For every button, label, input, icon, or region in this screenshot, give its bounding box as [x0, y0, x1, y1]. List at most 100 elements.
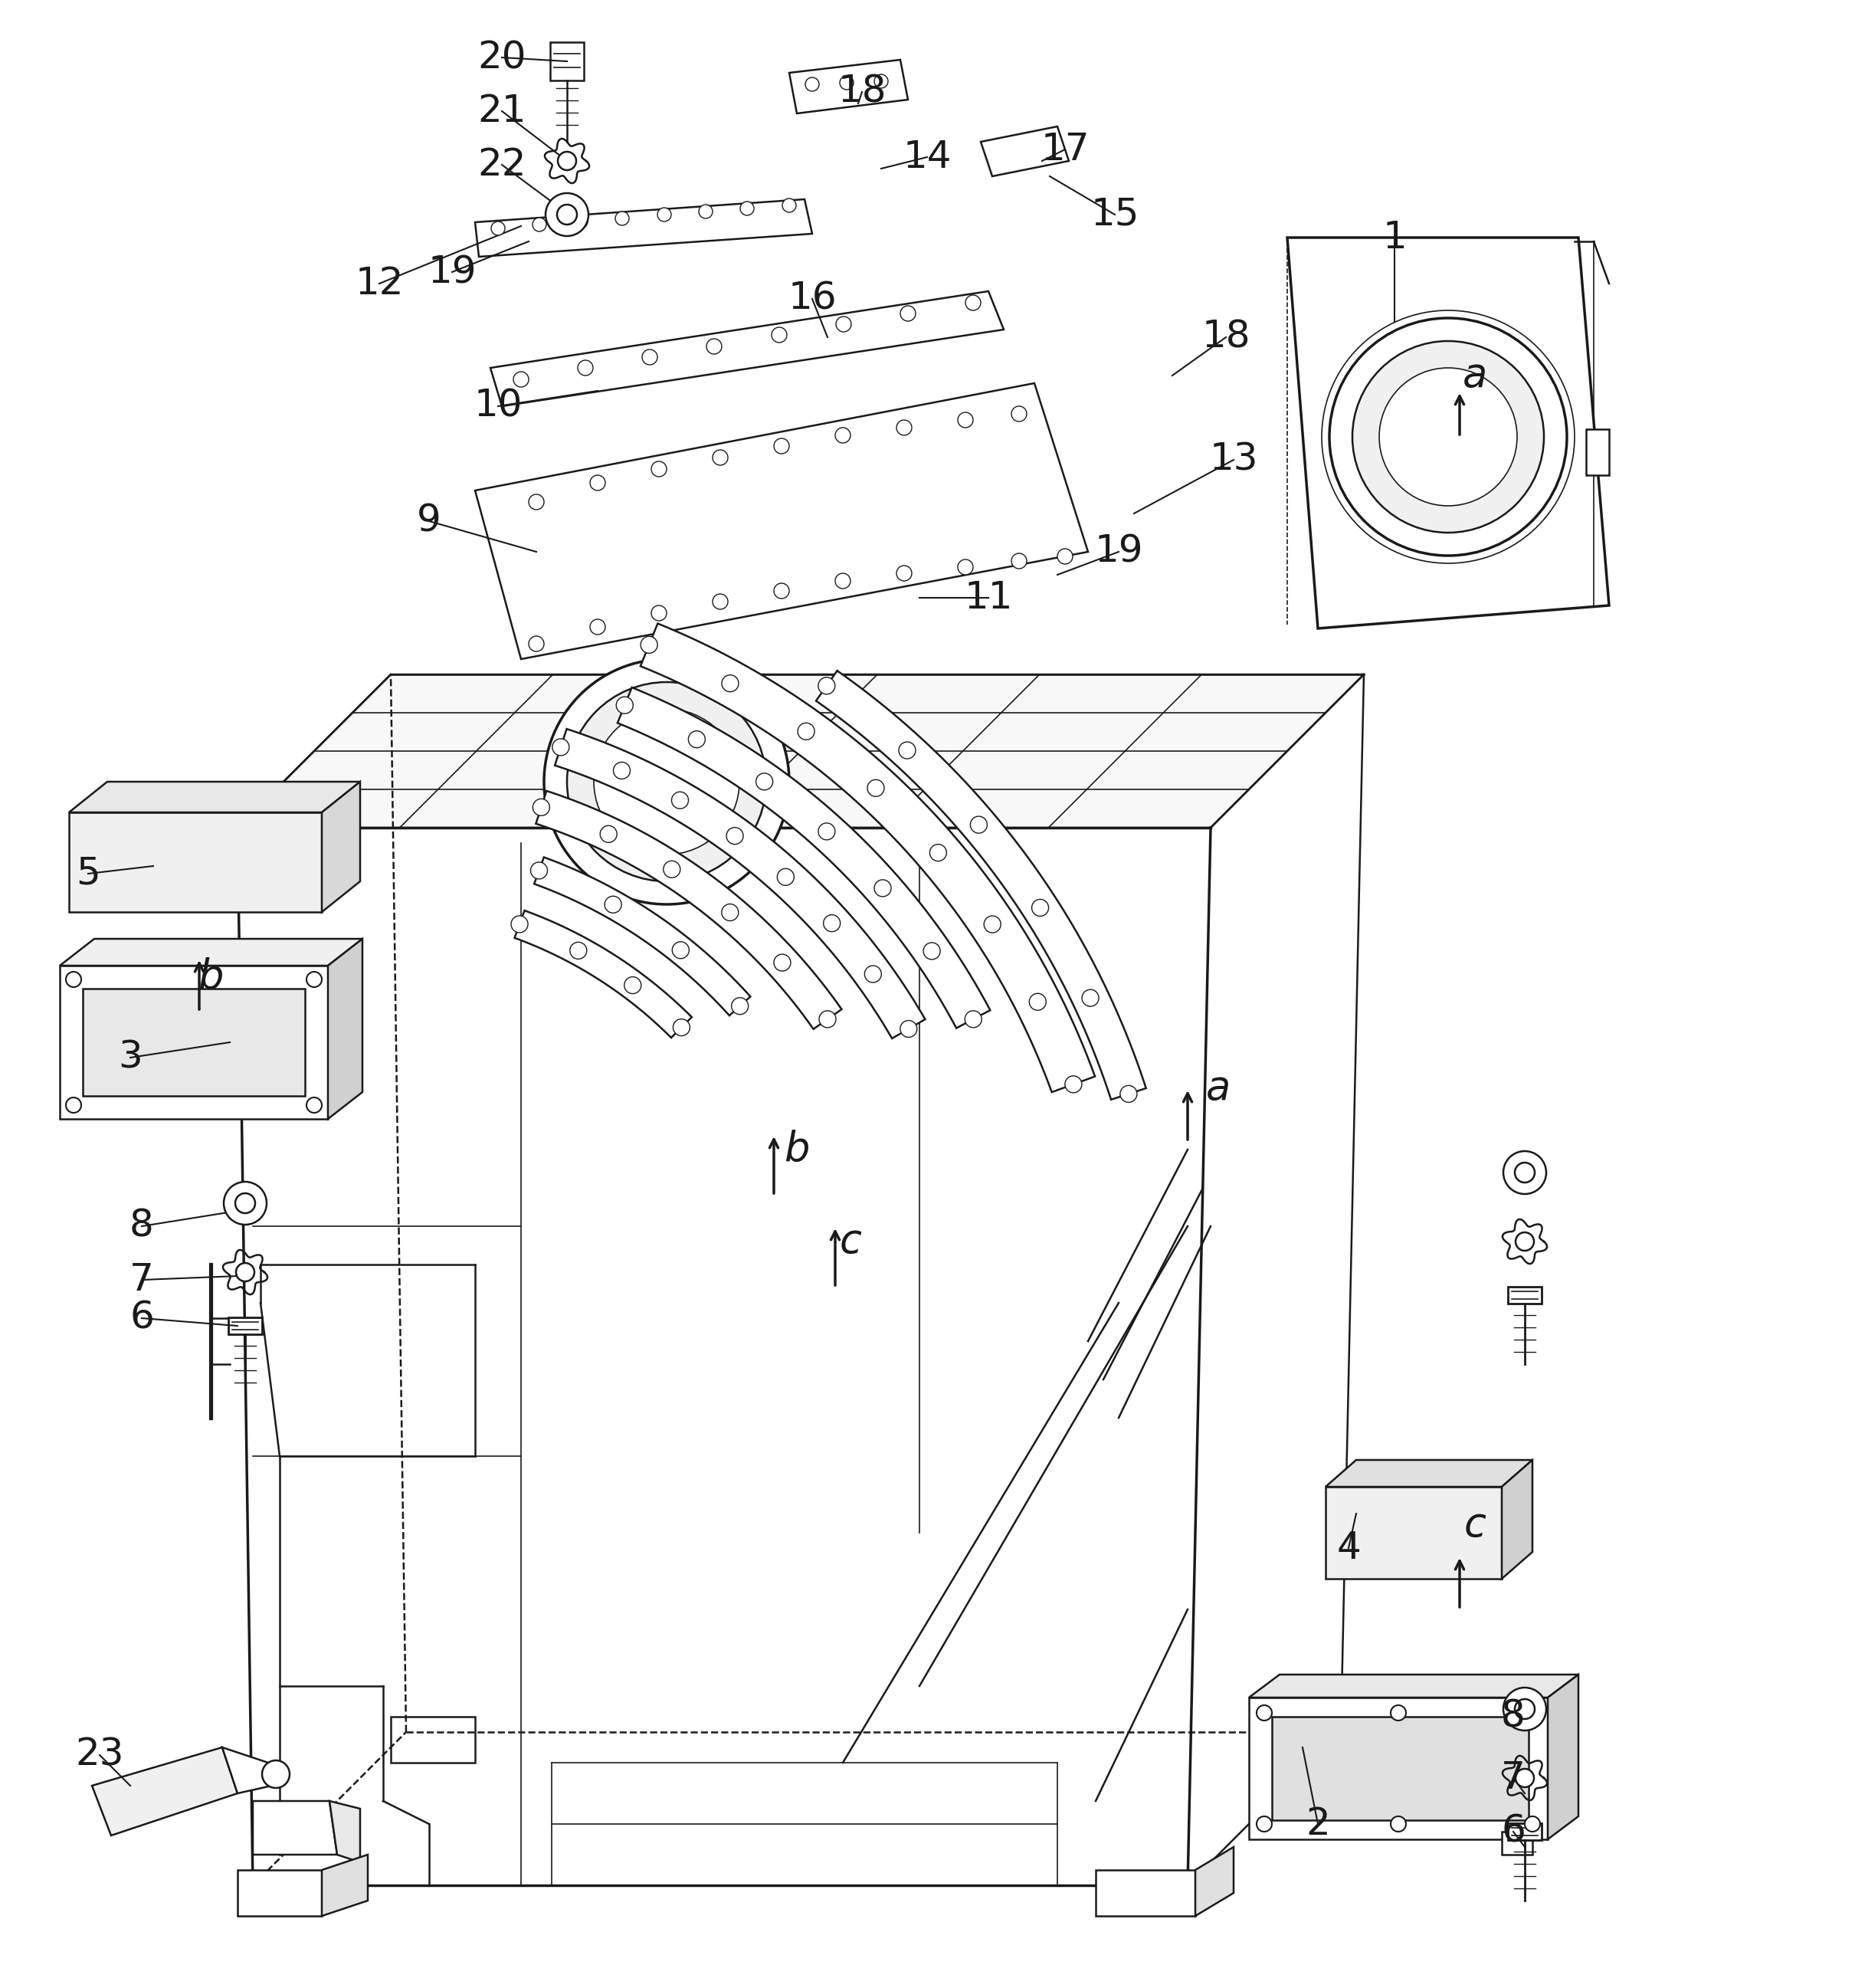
- Polygon shape: [330, 1801, 360, 1863]
- Polygon shape: [640, 624, 1094, 1091]
- Circle shape: [601, 825, 618, 843]
- Circle shape: [558, 151, 577, 171]
- Text: 11: 11: [965, 579, 1013, 616]
- Polygon shape: [490, 290, 1004, 406]
- Text: 1: 1: [1382, 219, 1406, 256]
- Polygon shape: [475, 384, 1089, 660]
- Polygon shape: [228, 1318, 262, 1334]
- Polygon shape: [59, 938, 362, 966]
- Circle shape: [1391, 1817, 1406, 1831]
- Text: c: c: [838, 1221, 861, 1262]
- Circle shape: [1516, 1700, 1534, 1720]
- Circle shape: [731, 998, 748, 1014]
- Circle shape: [835, 427, 850, 443]
- Circle shape: [688, 732, 705, 747]
- Polygon shape: [237, 1871, 321, 1916]
- Circle shape: [740, 201, 753, 215]
- Circle shape: [924, 942, 940, 960]
- Circle shape: [651, 461, 666, 477]
- Circle shape: [699, 205, 712, 219]
- Circle shape: [614, 761, 631, 779]
- Circle shape: [818, 823, 835, 839]
- Text: 7: 7: [1501, 1759, 1525, 1797]
- Polygon shape: [536, 791, 842, 1030]
- Circle shape: [529, 636, 544, 652]
- Circle shape: [67, 1097, 82, 1113]
- Circle shape: [798, 724, 814, 740]
- Circle shape: [616, 696, 633, 714]
- Polygon shape: [1503, 1459, 1532, 1578]
- Circle shape: [532, 799, 549, 815]
- Text: 5: 5: [76, 855, 100, 893]
- Circle shape: [896, 567, 913, 580]
- Circle shape: [590, 618, 605, 634]
- Circle shape: [512, 916, 529, 932]
- Text: 2: 2: [1306, 1805, 1330, 1843]
- Text: 3: 3: [119, 1040, 143, 1076]
- Circle shape: [306, 972, 321, 988]
- Circle shape: [1378, 368, 1517, 505]
- Circle shape: [712, 449, 727, 465]
- Circle shape: [625, 976, 642, 994]
- Text: 18: 18: [1202, 318, 1250, 356]
- Text: 12: 12: [354, 264, 404, 302]
- Circle shape: [965, 294, 981, 310]
- Circle shape: [1516, 1163, 1534, 1183]
- Circle shape: [556, 205, 577, 225]
- Circle shape: [568, 682, 766, 881]
- Circle shape: [727, 827, 744, 845]
- Circle shape: [868, 779, 885, 797]
- Polygon shape: [391, 1718, 475, 1763]
- Circle shape: [774, 439, 788, 453]
- Circle shape: [818, 678, 835, 694]
- Text: 20: 20: [477, 40, 527, 76]
- Circle shape: [545, 193, 588, 237]
- Circle shape: [590, 475, 605, 491]
- Circle shape: [1120, 1085, 1137, 1103]
- Polygon shape: [1326, 1487, 1503, 1578]
- Circle shape: [306, 1097, 321, 1113]
- Polygon shape: [1508, 1286, 1542, 1304]
- Polygon shape: [618, 688, 991, 1028]
- Circle shape: [236, 1193, 256, 1213]
- Text: 4: 4: [1336, 1529, 1362, 1567]
- Circle shape: [983, 916, 1002, 932]
- Text: c: c: [1464, 1505, 1486, 1545]
- Text: 8: 8: [130, 1209, 154, 1244]
- Circle shape: [965, 1010, 981, 1028]
- Circle shape: [1081, 990, 1098, 1006]
- Circle shape: [236, 1262, 254, 1282]
- Circle shape: [514, 372, 529, 388]
- Circle shape: [774, 954, 790, 970]
- Circle shape: [1256, 1817, 1273, 1831]
- Circle shape: [672, 942, 688, 958]
- Circle shape: [532, 217, 547, 231]
- Polygon shape: [475, 199, 812, 256]
- Text: a: a: [1462, 356, 1488, 396]
- Text: a: a: [1206, 1068, 1230, 1107]
- Text: 16: 16: [788, 280, 837, 318]
- Text: 8: 8: [1501, 1698, 1525, 1736]
- Circle shape: [67, 972, 82, 988]
- Polygon shape: [59, 966, 328, 1119]
- Circle shape: [900, 1020, 916, 1038]
- Circle shape: [900, 306, 916, 322]
- Polygon shape: [1508, 1823, 1542, 1841]
- Circle shape: [1330, 318, 1567, 555]
- Text: 23: 23: [76, 1738, 124, 1773]
- Polygon shape: [1096, 1871, 1195, 1916]
- Polygon shape: [788, 60, 907, 113]
- Polygon shape: [69, 781, 360, 813]
- Text: 9: 9: [417, 503, 441, 539]
- Circle shape: [262, 1761, 289, 1787]
- Circle shape: [492, 221, 505, 235]
- Circle shape: [707, 338, 722, 354]
- Polygon shape: [1586, 429, 1608, 475]
- Polygon shape: [83, 988, 304, 1095]
- Polygon shape: [1273, 1718, 1529, 1821]
- Circle shape: [673, 1020, 690, 1036]
- Circle shape: [957, 559, 974, 575]
- Polygon shape: [981, 127, 1068, 177]
- Text: 18: 18: [838, 74, 887, 111]
- Text: 14: 14: [903, 139, 952, 175]
